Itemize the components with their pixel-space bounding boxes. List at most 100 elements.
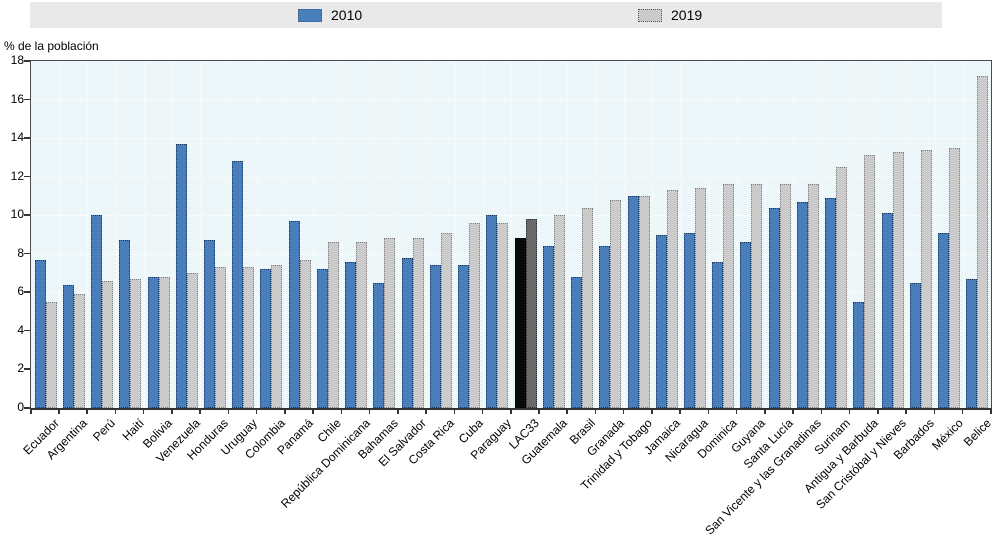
bar-2019-Uruguay xyxy=(243,267,255,408)
bar-2019-Guatemala xyxy=(553,215,565,408)
gridline-x xyxy=(652,61,654,408)
x-category-label-Perú: Perú xyxy=(90,416,119,444)
gridline-x xyxy=(200,61,202,408)
x-tick-mark xyxy=(340,409,343,414)
bar-2010-Colombia xyxy=(260,269,272,408)
bar-2010-Bolivia xyxy=(147,276,159,408)
y-tick-label-16: 16 xyxy=(10,91,24,106)
x-tick-mark xyxy=(397,409,399,414)
x-tick-mark xyxy=(538,409,540,414)
y-tick-mark xyxy=(24,368,30,370)
gridline-x xyxy=(369,61,371,408)
legend-label-2010: 2010 xyxy=(331,7,363,23)
y-tick-label-14: 14 xyxy=(10,130,24,145)
bar-2010-Antigua y Barbuda xyxy=(853,301,865,408)
x-tick-mark xyxy=(86,409,88,414)
bar-2010-Chile xyxy=(316,269,328,408)
bar-2019-México xyxy=(949,147,961,408)
y-tick-label-6: 6 xyxy=(17,284,24,299)
bar-2019-Ecuador xyxy=(45,301,57,408)
bar-2010-Belice xyxy=(966,278,978,408)
x-tick-mark xyxy=(622,409,625,414)
bar-2010-Surinam xyxy=(825,197,837,408)
y-tick-mark xyxy=(24,60,30,62)
gridline-x xyxy=(906,61,908,408)
gridline-x xyxy=(623,61,625,408)
bar-2010-Guatemala xyxy=(542,246,554,408)
y-tick-mark xyxy=(24,329,30,332)
gridline-x xyxy=(398,61,400,408)
bar-2010-El Salvador xyxy=(401,257,413,408)
x-tick-mark xyxy=(735,409,738,414)
bar-2010-México xyxy=(938,232,950,408)
legend-label-2019: 2019 xyxy=(671,7,703,23)
bar-2010-Granada xyxy=(599,246,611,408)
gridline-x xyxy=(143,61,145,408)
bar-2019-Bolivia xyxy=(158,276,170,408)
x-category-label-Belice: Belice xyxy=(960,416,994,450)
y-tick-label-4: 4 xyxy=(17,322,24,337)
bar-2010-República Dominicana xyxy=(345,261,357,408)
bar-2010-Guyana xyxy=(740,242,752,408)
bar-2010-San Vicente y las Granadinas xyxy=(796,201,808,408)
bar-2010-San Cristóbal y Nieves xyxy=(881,213,893,408)
gridline-x xyxy=(736,61,738,408)
bar-2010-Nicaragua xyxy=(684,232,695,408)
gridline-x xyxy=(708,61,710,408)
gridline-x xyxy=(87,61,89,408)
x-tick-mark xyxy=(58,409,60,414)
x-tick-mark xyxy=(114,409,117,414)
x-tick-mark xyxy=(594,409,597,414)
bar-2010-Perú xyxy=(91,215,103,408)
bar-2010-Venezuela xyxy=(175,143,187,408)
legend-swatch-2019-icon xyxy=(638,8,662,22)
y-tick-label-10: 10 xyxy=(10,207,24,222)
gridline-x xyxy=(821,61,823,408)
gridline-x xyxy=(567,61,569,408)
bar-2019-Surinam xyxy=(836,167,848,408)
gridline-x xyxy=(313,61,315,408)
gridline-x xyxy=(680,61,682,408)
bar-2019-Honduras xyxy=(215,267,226,408)
bar-2010-Costa Rica xyxy=(429,265,441,408)
x-tick-mark xyxy=(905,409,907,414)
bar-2019-Colombia xyxy=(271,265,283,408)
y-tick-mark xyxy=(24,252,30,255)
y-tick-mark xyxy=(24,291,30,293)
y-tick-label-18: 18 xyxy=(10,53,24,67)
x-tick-mark xyxy=(848,409,851,414)
bar-2019-Dominica xyxy=(723,184,735,408)
bar-2019-Barbados xyxy=(920,149,932,408)
bar-2010-Santa Lucía xyxy=(768,207,780,408)
bar-2019-Haití xyxy=(130,278,142,408)
y-tick-mark xyxy=(24,137,30,139)
x-tick-mark xyxy=(255,409,258,414)
gridline-x xyxy=(539,61,541,408)
x-tick-mark xyxy=(284,409,286,414)
bar-2019-Costa Rica xyxy=(440,232,452,408)
y-tick-label-2: 2 xyxy=(17,361,24,376)
bar-2010-LAC33 xyxy=(514,238,526,408)
y-axis-label: % de la población xyxy=(4,39,99,53)
bar-2019-LAC33 xyxy=(525,219,537,408)
x-tick-mark xyxy=(961,409,964,414)
bar-2019-Brasil xyxy=(582,207,594,408)
x-tick-mark xyxy=(368,409,371,414)
bar-2019-Antigua y Barbuda xyxy=(864,155,876,408)
x-tick-mark xyxy=(142,409,145,414)
x-tick-mark xyxy=(171,409,173,414)
x-tick-mark xyxy=(453,409,456,414)
y-tick-mark xyxy=(24,98,30,101)
plot-area xyxy=(30,60,992,410)
y-tick-mark xyxy=(24,214,30,216)
x-tick-mark xyxy=(227,409,230,414)
x-tick-mark xyxy=(764,409,766,414)
bar-2010-Bahamas xyxy=(373,282,385,408)
gridline-x xyxy=(878,61,880,408)
bar-2019-Venezuela xyxy=(186,273,198,408)
bar-2019-Paraguay xyxy=(497,222,509,408)
bar-2019-El Salvador xyxy=(412,238,424,408)
bar-2010-Paraguay xyxy=(486,215,498,408)
bar-2019-Cuba xyxy=(469,222,481,408)
y-tick-label-12: 12 xyxy=(10,168,24,183)
